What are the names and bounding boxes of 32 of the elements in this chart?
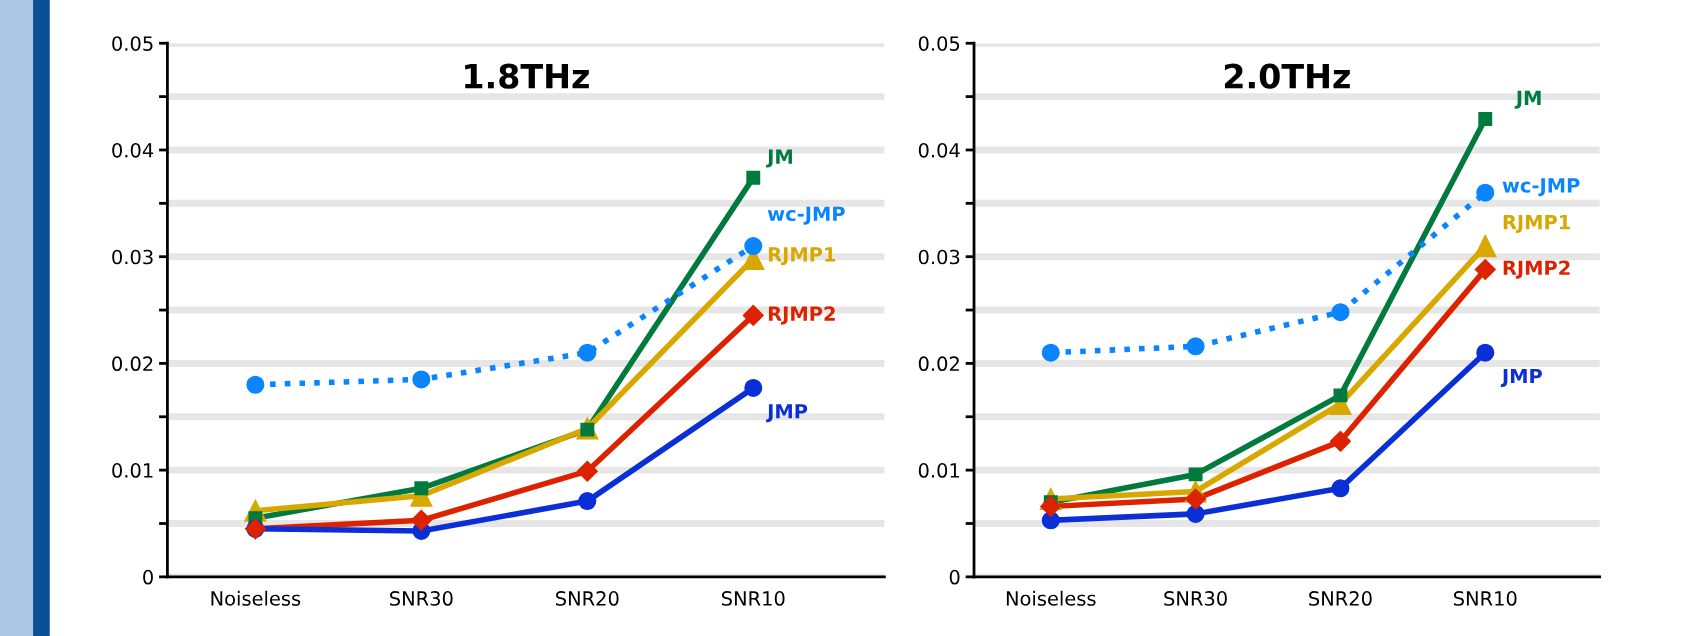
y-tick-label: 0 [949, 569, 960, 585]
series-label: JM [1514, 90, 1541, 109]
x-tick-label: SNR10 [1453, 591, 1517, 606]
series-label: RJMP2 [1503, 260, 1570, 279]
x-tick-label: SNR20 [1309, 591, 1372, 606]
series-label: RJMP2 [768, 306, 835, 325]
y-tick-label: 0.02 [918, 356, 959, 372]
chart-title: 1.8THz [465, 63, 589, 89]
series-label: JMP [766, 404, 808, 423]
x-tick-label: Noiseless [1006, 590, 1096, 606]
series-label: RJMP1 [1503, 214, 1570, 234]
chart-title: 2.0THz [1224, 63, 1350, 89]
y-tick-label: 0.04 [112, 142, 154, 158]
y-tick-label: 0.04 [918, 142, 960, 158]
x-tick-label: SNR20 [556, 591, 619, 606]
x-tick-label: SNR30 [390, 591, 453, 606]
series-label: wc-JMP [1502, 178, 1580, 197]
series-label: RJMP1 [768, 247, 836, 266]
y-tick-label: 0.01 [918, 463, 960, 478]
y-tick-label: 0.01 [112, 463, 153, 478]
x-tick-label: SNR10 [721, 591, 785, 606]
x-tick-label: Noiseless [211, 590, 301, 606]
y-tick-label: 0.05 [918, 36, 960, 51]
y-tick-label: 0.05 [112, 36, 153, 51]
y-tick-label: 0.02 [112, 356, 153, 372]
series-label: JM [766, 149, 792, 168]
y-tick-label: 0 [143, 569, 153, 585]
series-label: wc-JMP [767, 206, 845, 225]
y-tick-label: 0.03 [918, 249, 960, 265]
series-label: JMP [1500, 368, 1542, 387]
y-tick-label: 0.03 [112, 249, 153, 265]
x-tick-label: SNR30 [1164, 591, 1227, 606]
